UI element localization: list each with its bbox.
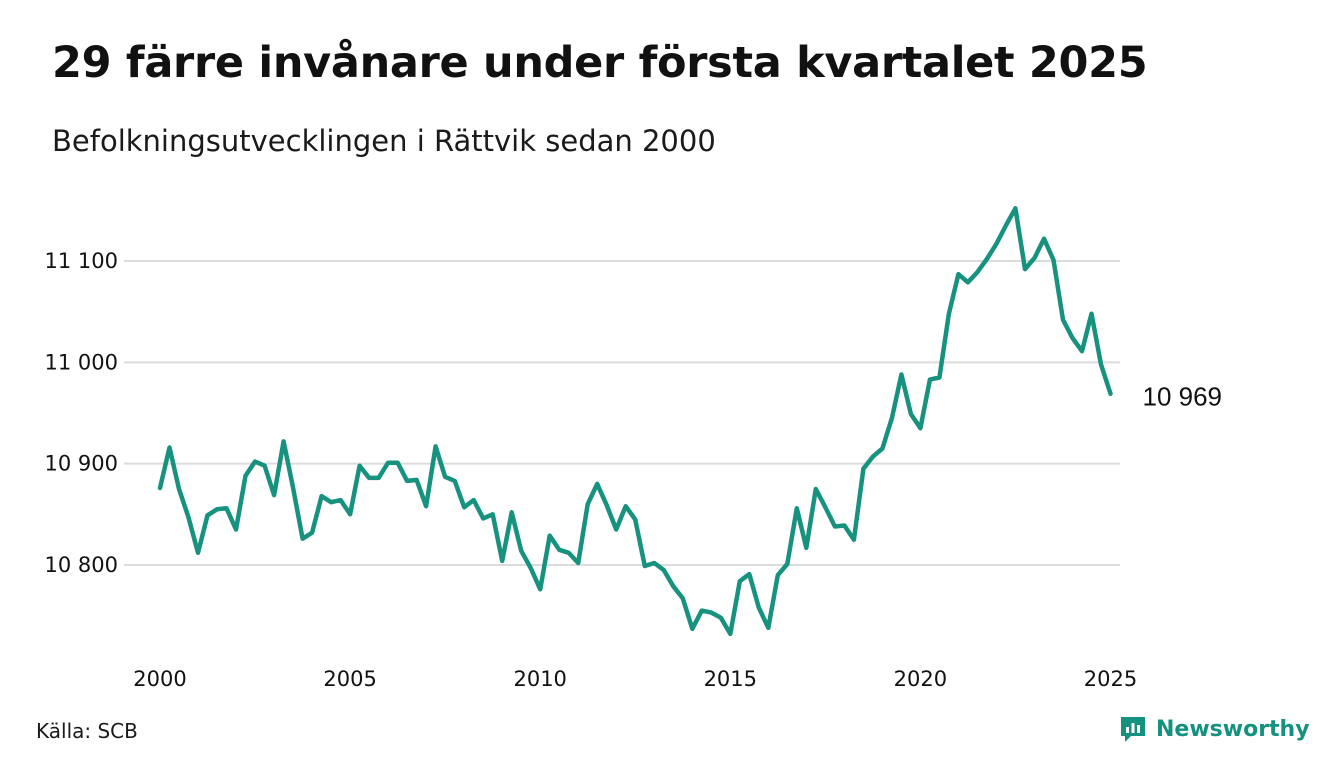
- x-tick-label: 2010: [513, 667, 566, 691]
- brand-logo[interactable]: Newsworthy: [1118, 714, 1310, 744]
- chart-subtitle: Befolkningsutvecklingen i Rättvik sedan …: [52, 124, 716, 158]
- x-tick-label: 2020: [894, 667, 947, 691]
- y-tick-label: 10 900: [45, 452, 118, 476]
- y-axis-tick-labels: 10 800 10 900 11 000 11 100: [45, 249, 118, 577]
- y-tick-label: 11 000: [45, 350, 118, 374]
- population-line: [157, 206, 1113, 637]
- x-axis-tick-labels: 2000 2005 2010 2015 2020 2025: [133, 667, 1137, 691]
- last-value-label: 10 969: [1142, 382, 1222, 412]
- x-tick-label: 2000: [133, 667, 186, 691]
- x-tick-label: 2005: [323, 667, 376, 691]
- brand-name: Newsworthy: [1156, 716, 1310, 742]
- y-tick-label: 11 100: [45, 249, 118, 273]
- grid-lines: [124, 260, 1120, 566]
- x-tick-label: 2015: [704, 667, 757, 691]
- source-note: Källa: SCB: [36, 719, 138, 743]
- x-tick-label: 2025: [1084, 667, 1137, 691]
- newsworthy-logo-icon: [1121, 717, 1145, 742]
- chart-title: 29 färre invånare under första kvartalet…: [52, 38, 1148, 88]
- y-tick-label: 10 800: [45, 553, 118, 577]
